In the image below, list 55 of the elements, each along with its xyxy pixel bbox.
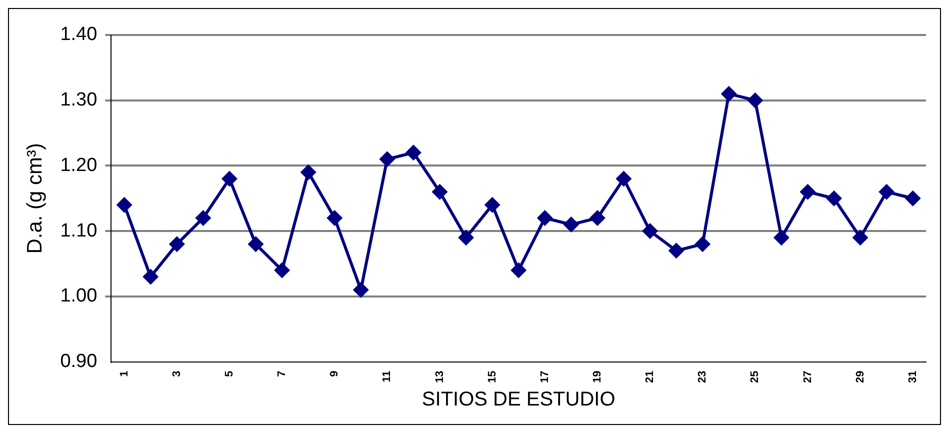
point bbox=[168, 236, 185, 252]
point bbox=[536, 210, 553, 226]
x-tick-label: 5 bbox=[223, 370, 236, 377]
point bbox=[142, 268, 159, 285]
point bbox=[720, 86, 737, 102]
point bbox=[248, 236, 264, 252]
x-tick-label: 29 bbox=[854, 370, 866, 384]
x-axis-title: SITIOS DE ESTUDIO bbox=[422, 388, 616, 411]
point bbox=[800, 184, 816, 200]
point bbox=[694, 236, 711, 252]
point bbox=[326, 210, 343, 226]
point bbox=[195, 210, 212, 226]
y-tick-label: 1.20 bbox=[60, 154, 98, 176]
point bbox=[405, 144, 422, 161]
point bbox=[826, 190, 842, 206]
point bbox=[747, 92, 764, 108]
point bbox=[904, 190, 921, 206]
point bbox=[352, 282, 369, 298]
point bbox=[642, 223, 658, 240]
point bbox=[563, 216, 580, 233]
y-tick-label: 1.30 bbox=[60, 90, 98, 111]
point bbox=[300, 164, 316, 180]
y-tick-label: 0.90 bbox=[60, 351, 98, 372]
point bbox=[510, 262, 527, 278]
point bbox=[484, 196, 500, 213]
x-tick-label: 23 bbox=[696, 370, 709, 384]
x-tick-label: 13 bbox=[434, 370, 446, 384]
x-tick-label: 31 bbox=[906, 370, 919, 384]
x-tick-label: 9 bbox=[328, 370, 341, 377]
x-tick-label: 19 bbox=[591, 370, 604, 384]
y-tick-label: 1.10 bbox=[60, 220, 98, 242]
point bbox=[878, 184, 895, 200]
x-tick-label: 25 bbox=[749, 370, 762, 384]
point bbox=[221, 170, 238, 187]
point bbox=[274, 262, 290, 278]
point bbox=[773, 230, 790, 246]
point bbox=[668, 242, 684, 259]
x-tick-label: 27 bbox=[802, 370, 814, 384]
point bbox=[432, 184, 448, 200]
y-axis-title: D.a. (g cm³) bbox=[23, 142, 46, 254]
point bbox=[379, 151, 396, 168]
point bbox=[589, 210, 606, 226]
x-tick-label: 15 bbox=[486, 370, 498, 384]
point bbox=[616, 170, 632, 187]
x-tick-label: 11 bbox=[381, 370, 394, 382]
x-tick-label: 7 bbox=[276, 370, 288, 377]
point bbox=[458, 230, 474, 246]
x-tick-label: 21 bbox=[644, 370, 656, 384]
x-tick-label: 17 bbox=[538, 370, 551, 384]
point bbox=[116, 196, 132, 213]
y-tick-label: 1.40 bbox=[60, 24, 98, 46]
x-tick-label: 1 bbox=[118, 370, 130, 377]
point bbox=[852, 230, 868, 246]
y-tick-label: 1.00 bbox=[60, 286, 98, 307]
x-tick-label: 3 bbox=[170, 370, 183, 377]
